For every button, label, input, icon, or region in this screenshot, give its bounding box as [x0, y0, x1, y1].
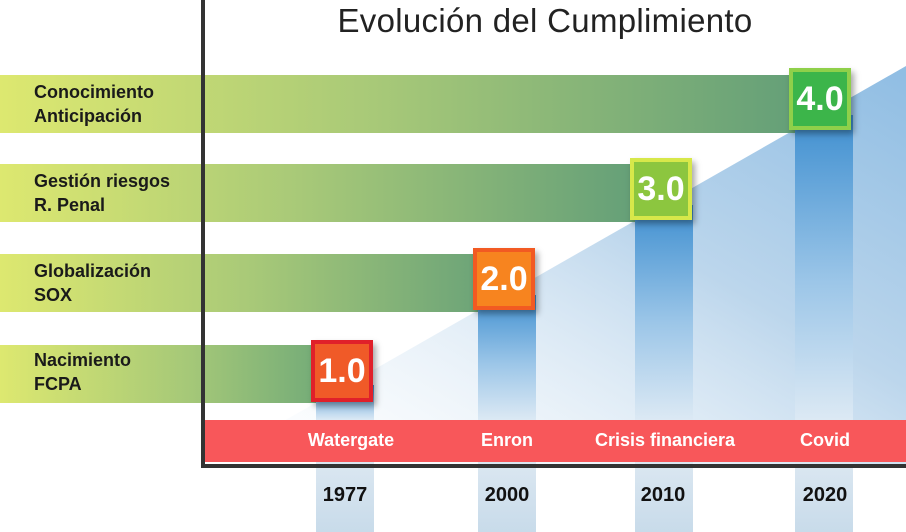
badge-3-0: 3.0: [630, 158, 692, 220]
column-base-1977: [316, 462, 374, 532]
column-2010: [635, 205, 693, 420]
column-base-2020: [795, 462, 853, 532]
event-covid: Covid: [799, 430, 850, 450]
badge-1-0: 1.0: [311, 340, 373, 402]
year-2000: 2000: [484, 484, 530, 506]
band-level-3: [0, 164, 665, 222]
event-watergate: Watergate: [307, 430, 395, 450]
badge-4-0: 4.0: [789, 68, 851, 130]
column-2020: [795, 115, 853, 420]
diagram-title: Evolución del Cumplimiento: [337, 2, 753, 39]
events-ribbon: [204, 420, 906, 462]
column-2000: [478, 295, 536, 420]
column-base-2010: [635, 462, 693, 532]
event-enron: Enron: [481, 430, 533, 450]
vertical-axis: [201, 0, 205, 468]
horizontal-axis: [201, 464, 906, 468]
band-level-2: [0, 254, 505, 312]
band-level-1: [0, 345, 345, 403]
level-1-label: Nacimiento FCPA: [34, 350, 132, 394]
year-1977: 1977: [322, 484, 368, 506]
badge-2-0: 2.0: [473, 248, 535, 310]
year-2010: 2010: [640, 484, 686, 506]
column-base-2000: [478, 462, 536, 532]
year-2020: 2020: [802, 484, 848, 506]
event-crisis-financiera: Crisis financiera: [594, 430, 736, 450]
level-4-label: Conocimiento Anticipación: [34, 82, 154, 126]
level-2-label: Globalización SOX: [34, 261, 152, 305]
level-3-label: Gestión riesgos R. Penal: [34, 171, 171, 215]
band-level-4: [0, 75, 830, 133]
